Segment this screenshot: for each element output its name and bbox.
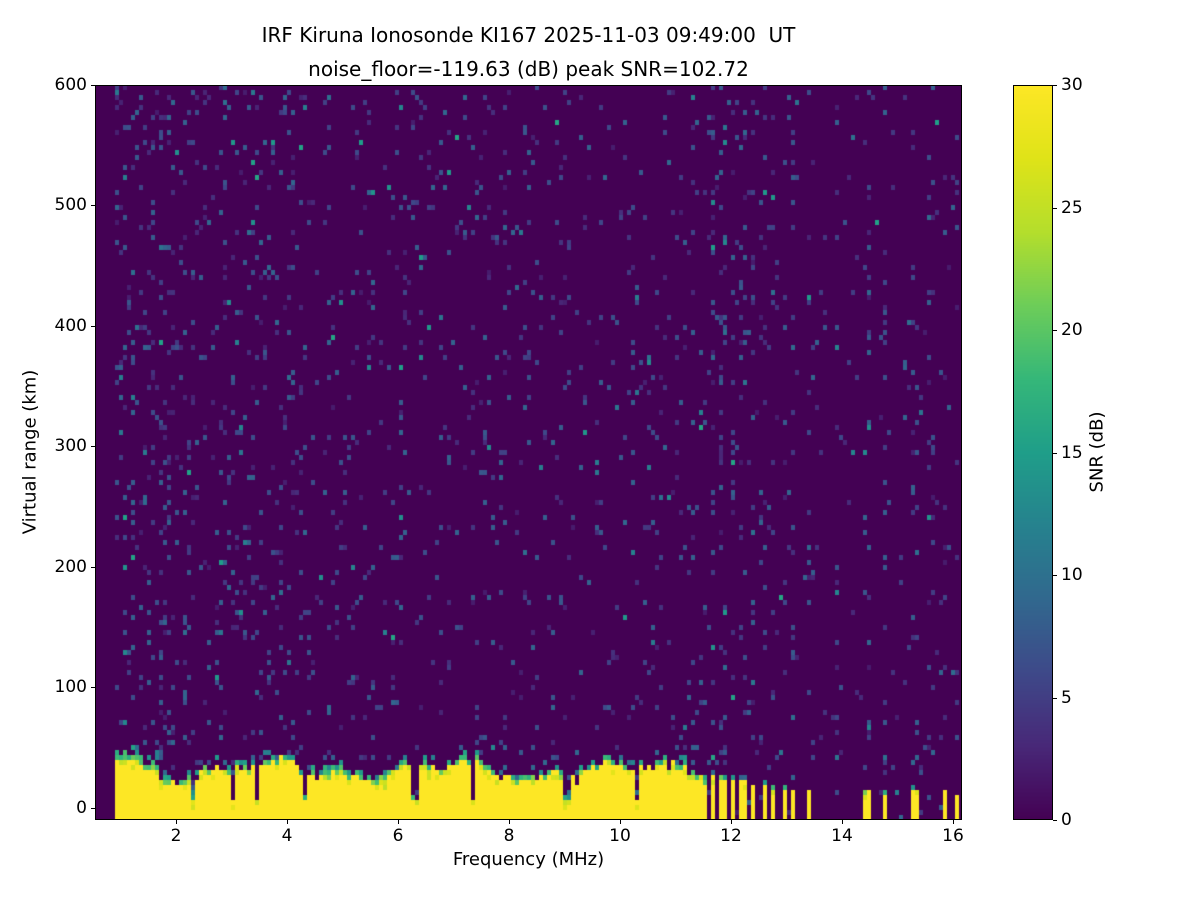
x-tick-label: 2	[170, 826, 182, 846]
chart-title-line1: IRF Kiruna Ionosonde KI167 2025-11-03 09…	[261, 23, 796, 47]
colorbar-tick-label: 10	[1061, 565, 1083, 585]
colorbar-tick-mark	[1053, 575, 1057, 576]
chart-title-line2: noise_floor=-119.63 (dB) peak SNR=102.72	[308, 57, 749, 81]
y-tick-label: 300	[54, 436, 87, 456]
y-tick-mark	[91, 85, 95, 86]
x-tick-label: 4	[281, 826, 293, 846]
colorbar-label: SNR (dB)	[1086, 411, 1108, 493]
x-tick-label: 8	[503, 826, 515, 846]
y-tick-label: 400	[54, 316, 87, 336]
y-tick-label: 500	[54, 195, 87, 215]
colorbar-tick-mark	[1053, 698, 1057, 699]
y-tick-mark	[91, 687, 95, 688]
x-tick-label: 16	[942, 826, 964, 846]
x-tick-mark	[620, 820, 621, 824]
y-tick-mark	[91, 567, 95, 568]
x-tick-label: 12	[720, 826, 742, 846]
x-tick-mark	[398, 820, 399, 824]
y-tick-label: 200	[54, 557, 87, 577]
colorbar-tick-mark	[1053, 820, 1057, 821]
x-tick-mark	[731, 820, 732, 824]
x-tick-mark	[842, 820, 843, 824]
y-tick-mark	[91, 205, 95, 206]
colorbar-tick-label: 25	[1061, 198, 1083, 218]
ionogram-heatmap	[95, 85, 962, 820]
colorbar-tick-label: 20	[1061, 320, 1083, 340]
colorbar	[1013, 85, 1053, 820]
colorbar-tick-mark	[1053, 330, 1057, 331]
x-tick-label: 14	[831, 826, 853, 846]
y-tick-label: 100	[54, 677, 87, 697]
colorbar-tick-label: 5	[1061, 688, 1072, 708]
x-tick-mark	[953, 820, 954, 824]
colorbar-tick-mark	[1053, 208, 1057, 209]
x-tick-label: 10	[609, 826, 631, 846]
colorbar-tick-mark	[1053, 85, 1057, 86]
colorbar-tick-label: 0	[1061, 810, 1072, 830]
y-tick-mark	[91, 808, 95, 809]
colorbar-tick-mark	[1053, 453, 1057, 454]
colorbar-tick-label: 30	[1061, 75, 1083, 95]
y-tick-label: 600	[54, 75, 87, 95]
x-tick-mark	[287, 820, 288, 824]
y-tick-label: 0	[76, 798, 87, 818]
chart-title: IRF Kiruna Ionosonde KI167 2025-11-03 09…	[95, 18, 962, 86]
x-tick-mark	[176, 820, 177, 824]
x-tick-label: 6	[392, 826, 404, 846]
colorbar-tick-label: 15	[1061, 443, 1083, 463]
y-tick-mark	[91, 326, 95, 327]
y-tick-mark	[91, 446, 95, 447]
x-tick-mark	[509, 820, 510, 824]
x-axis-label: Frequency (MHz)	[452, 849, 605, 870]
